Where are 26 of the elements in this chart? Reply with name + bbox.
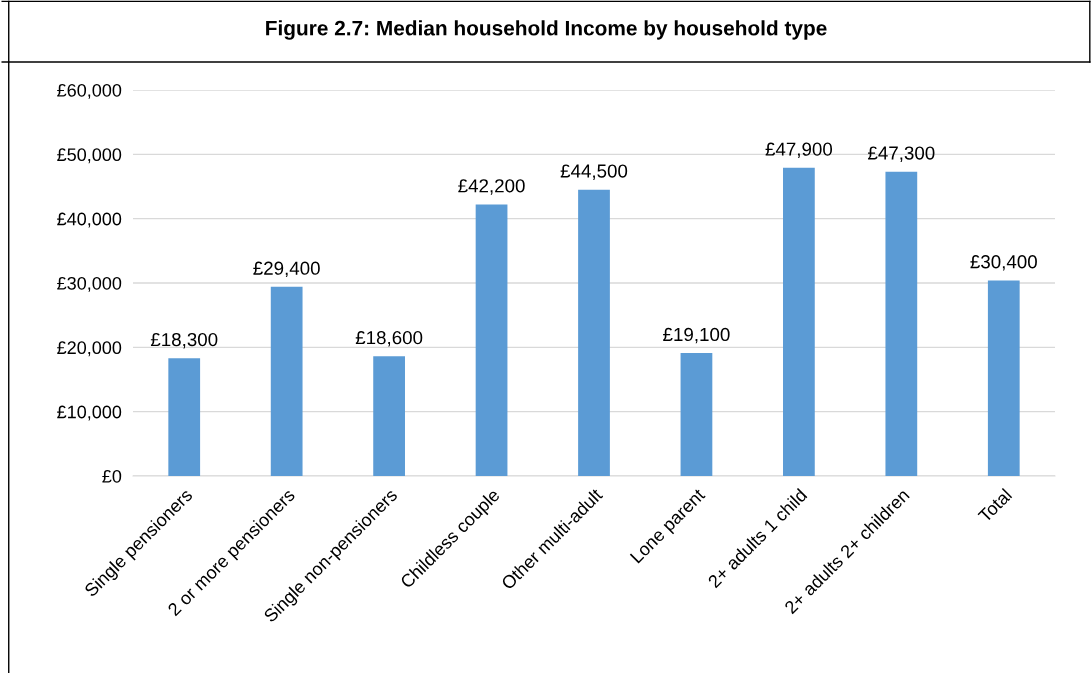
data-label: £18,300 — [150, 332, 218, 349]
data-label: £18,600 — [355, 331, 423, 347]
data-label: £42,200 — [458, 179, 525, 195]
data-label: £47,900 — [765, 142, 833, 159]
data-label: £30,400 — [970, 255, 1037, 271]
bar — [270, 286, 303, 476]
y-tick-label: £50,000 — [57, 148, 122, 164]
bar — [885, 171, 918, 476]
data-label: £44,500 — [560, 164, 628, 180]
bar — [783, 167, 815, 476]
y-tick-label: £40,000 — [57, 212, 122, 228]
bar — [373, 356, 405, 476]
y-tick-label: £20,000 — [57, 341, 122, 357]
bar — [680, 353, 713, 476]
data-label: £29,400 — [253, 261, 320, 278]
data-label: £47,300 — [867, 146, 935, 162]
bar — [168, 358, 201, 476]
chart-title: Figure 2.7: Median household Income by household type — [266, 20, 827, 40]
y-tick-label: £10,000 — [57, 405, 122, 421]
bar — [578, 189, 610, 476]
y-tick-label: £30,000 — [57, 276, 122, 292]
data-label: £19,100 — [663, 327, 730, 344]
bar — [475, 204, 508, 476]
bar — [987, 280, 1020, 476]
y-tick-label: £60,000 — [57, 83, 122, 99]
y-tick-label: £0 — [102, 469, 122, 483]
